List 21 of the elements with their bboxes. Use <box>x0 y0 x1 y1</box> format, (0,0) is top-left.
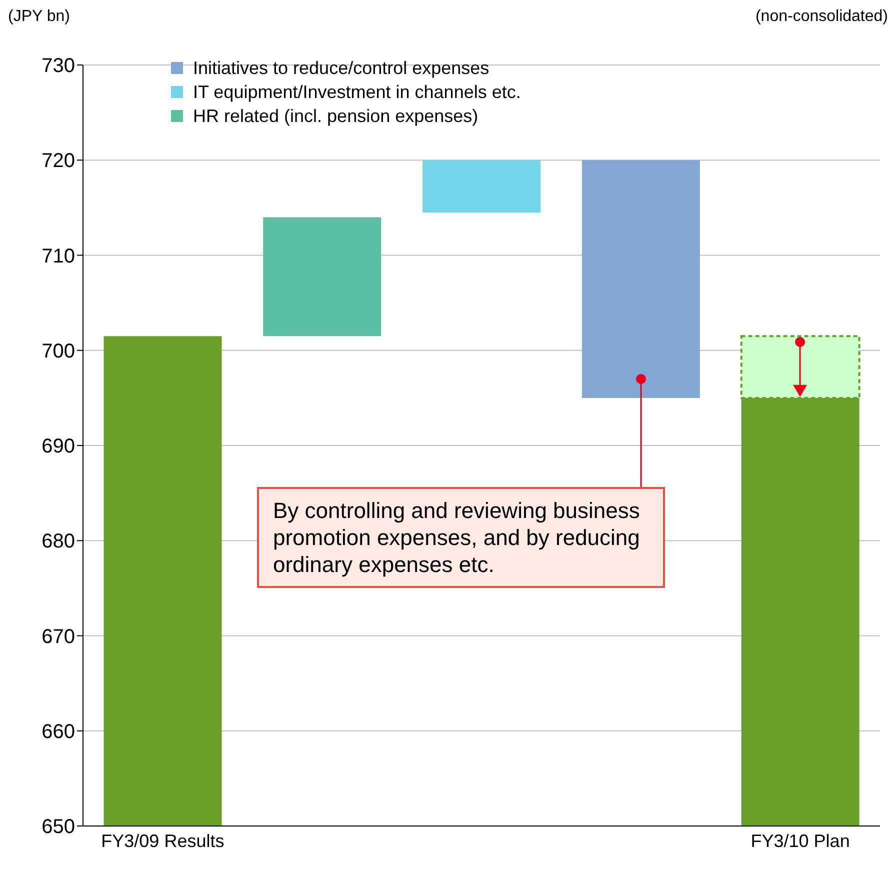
y-tick-label: 650 <box>42 816 75 838</box>
y-tick-label: 710 <box>42 245 75 268</box>
y-tick-label: 670 <box>42 626 75 648</box>
bar <box>582 160 700 398</box>
y-tick-label: 730 <box>42 55 75 78</box>
legend-label: HR related (incl. pension expenses) <box>193 105 478 128</box>
text: (non-consolidated) <box>755 8 888 26</box>
legend-label: Initiatives to reduce/control expenses <box>193 57 490 80</box>
legend-label: IT equipment/Investment in channels etc. <box>193 81 521 104</box>
y-tick-label: 720 <box>42 150 75 172</box>
annotation: By controlling and reviewing business promotion expenses, and by reducing ordinary expenses etc. <box>257 487 665 588</box>
y-tick-label: 680 <box>42 530 75 553</box>
bar <box>422 160 541 212</box>
y-axis-title: (JPY bn) <box>8 8 70 26</box>
x-tick-label: FY3/09 Results <box>101 830 224 851</box>
bar <box>104 336 222 826</box>
y-tick-label: 700 <box>42 340 75 362</box>
y-tick-label: 660 <box>42 720 75 743</box>
y-tick-label: 690 <box>42 436 75 458</box>
bar <box>263 217 382 336</box>
x-tick-label: FY3/10 Plan <box>750 830 850 851</box>
